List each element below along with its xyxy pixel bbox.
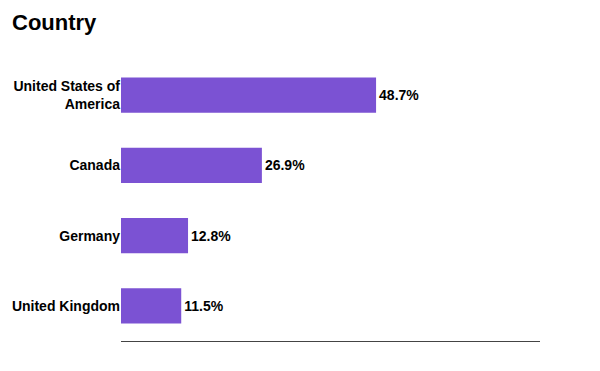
svg-text:26.9%: 26.9% [265, 157, 305, 173]
svg-text:United Kingdom: United Kingdom [12, 298, 120, 314]
svg-text:11.5%: 11.5% [184, 298, 223, 314]
svg-text:12.8%: 12.8% [191, 228, 231, 244]
svg-text:United States ofAmerica: United States ofAmerica [13, 78, 120, 112]
svg-text:48.7%: 48.7% [379, 87, 419, 103]
svg-text:Germany: Germany [59, 228, 120, 244]
svg-text:Country: Country [12, 10, 97, 35]
svg-text:Canada: Canada [69, 157, 120, 173]
